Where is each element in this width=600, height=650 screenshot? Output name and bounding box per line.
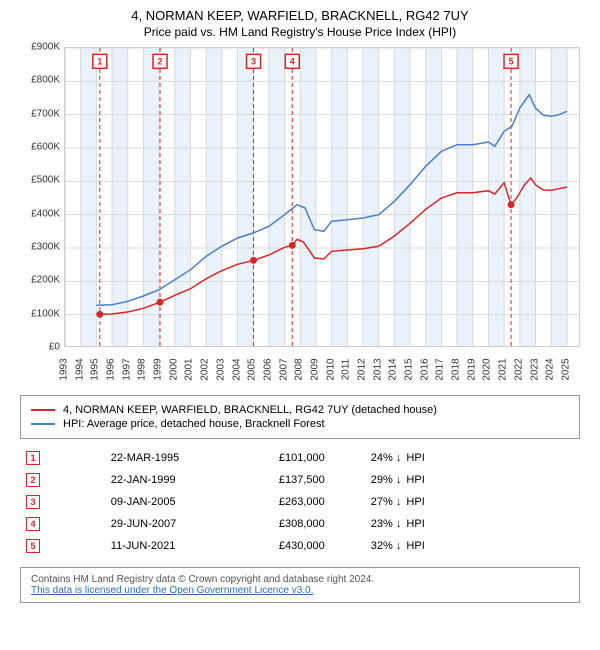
chart-area: 1 2 3 4 5 £0 £100K £200K £300K £400K £500K £600K £7…: [20, 47, 580, 387]
txn-price: £430,000: [245, 535, 365, 557]
x-tick-label: 2001: [184, 358, 195, 380]
plot-svg: 1 2 3 4 5: [65, 48, 580, 347]
txn-date: 29-JUN-2007: [105, 513, 245, 535]
x-tick-label: 2008: [294, 358, 305, 380]
x-tick-label: 2004: [231, 358, 242, 380]
y-tick-label: £500K: [20, 175, 60, 186]
y-tick-label: £300K: [20, 242, 60, 253]
x-tick-label: 2011: [341, 359, 352, 381]
table-row: 511-JUN-2021£430,00032% HPI: [20, 535, 580, 557]
arrow-down-icon: [396, 518, 404, 530]
legend-item: 4, NORMAN KEEP, WARFIELD, BRACKNELL, RG4…: [31, 404, 569, 416]
chart-subtitle: Price paid vs. HM Land Registry's House …: [10, 25, 590, 39]
legend-swatch: [31, 409, 55, 411]
x-tick-label: 2015: [404, 358, 415, 380]
table-row: 429-JUN-2007£308,00023% HPI: [20, 513, 580, 535]
x-tick-label: 2013: [372, 358, 383, 380]
x-tick-label: 2020: [482, 358, 493, 380]
y-tick-label: £800K: [20, 75, 60, 86]
txn-date: 11-JUN-2021: [105, 535, 245, 557]
txn-price: £308,000: [245, 513, 365, 535]
txn-marker: 4: [20, 513, 105, 535]
footer: Contains HM Land Registry data © Crown c…: [20, 567, 580, 603]
txn-marker: 3: [20, 491, 105, 513]
y-tick-label: £700K: [20, 108, 60, 119]
txn-price: £137,500: [245, 469, 365, 491]
chart-title: 4, NORMAN KEEP, WARFIELD, BRACKNELL, RG4…: [10, 8, 590, 23]
y-tick-label: £100K: [20, 308, 60, 319]
x-tick-label: 2000: [168, 358, 179, 380]
page: 4, NORMAN KEEP, WARFIELD, BRACKNELL, RG4…: [0, 0, 600, 611]
txn-date: 09-JAN-2005: [105, 491, 245, 513]
transactions-table: 122-MAR-1995£101,00024% HPI222-JAN-1999£…: [20, 447, 580, 557]
x-tick-label: 2003: [215, 358, 226, 380]
x-tick-label: 2005: [247, 358, 258, 380]
svg-text:2: 2: [158, 56, 163, 66]
plot: 1 2 3 4 5: [64, 47, 580, 347]
y-tick-label: £600K: [20, 142, 60, 153]
x-tick-label: 1997: [121, 358, 132, 380]
x-tick-label: 2022: [513, 358, 524, 380]
x-tick-label: 2007: [278, 358, 289, 380]
svg-text:4: 4: [290, 56, 295, 66]
txn-delta: 23% HPI: [365, 513, 580, 535]
txn-marker: 1: [20, 447, 105, 469]
txn-date: 22-JAN-1999: [105, 469, 245, 491]
x-tick-label: 2021: [498, 358, 509, 380]
legend-label: HPI: Average price, detached house, Brac…: [63, 418, 325, 430]
legend: 4, NORMAN KEEP, WARFIELD, BRACKNELL, RG4…: [20, 395, 580, 439]
x-tick-label: 2012: [356, 358, 367, 380]
legend-item: HPI: Average price, detached house, Brac…: [31, 418, 569, 430]
x-tick-label: 1998: [137, 358, 148, 380]
x-tick-label: 1993: [59, 358, 70, 380]
x-tick-label: 2019: [466, 358, 477, 380]
txn-delta: 24% HPI: [365, 447, 580, 469]
arrow-down-icon: [396, 474, 404, 486]
txn-price: £101,000: [245, 447, 365, 469]
table-row: 222-JAN-1999£137,50029% HPI: [20, 469, 580, 491]
x-tick-label: 2024: [545, 358, 556, 380]
footer-line: Contains HM Land Registry data © Crown c…: [31, 574, 569, 585]
txn-marker: 5: [20, 535, 105, 557]
txn-date: 22-MAR-1995: [105, 447, 245, 469]
x-tick-label: 2023: [529, 358, 540, 380]
txn-marker: 2: [20, 469, 105, 491]
y-tick-label: £0: [20, 342, 60, 353]
footer-licence-link[interactable]: This data is licensed under the Open Gov…: [31, 585, 313, 596]
table-row: 309-JAN-2005£263,00027% HPI: [20, 491, 580, 513]
x-tick-label: 2010: [325, 358, 336, 380]
legend-label: 4, NORMAN KEEP, WARFIELD, BRACKNELL, RG4…: [63, 404, 437, 416]
x-tick-label: 1999: [153, 358, 164, 380]
legend-swatch: [31, 423, 55, 425]
x-tick-label: 1996: [106, 358, 117, 380]
svg-text:1: 1: [97, 56, 102, 66]
x-tick-label: 1995: [90, 358, 101, 380]
y-tick-label: £200K: [20, 275, 60, 286]
svg-text:5: 5: [509, 56, 514, 66]
y-tick-label: £400K: [20, 208, 60, 219]
arrow-down-icon: [396, 496, 404, 508]
x-tick-label: 2009: [309, 358, 320, 380]
x-tick-label: 2018: [451, 358, 462, 380]
x-tick-label: 2002: [200, 358, 211, 380]
txn-delta: 27% HPI: [365, 491, 580, 513]
txn-delta: 32% HPI: [365, 535, 580, 557]
x-tick-label: 2017: [435, 358, 446, 380]
x-tick-label: 1994: [74, 358, 85, 380]
y-tick-label: £900K: [20, 42, 60, 53]
arrow-down-icon: [396, 540, 404, 552]
arrow-down-icon: [396, 452, 404, 464]
svg-text:3: 3: [251, 56, 256, 66]
x-tick-label: 2006: [262, 358, 273, 380]
x-tick-label: 2014: [388, 358, 399, 380]
table-row: 122-MAR-1995£101,00024% HPI: [20, 447, 580, 469]
txn-price: £263,000: [245, 491, 365, 513]
x-tick-label: 2025: [560, 358, 571, 380]
x-tick-label: 2016: [419, 358, 430, 380]
txn-delta: 29% HPI: [365, 469, 580, 491]
